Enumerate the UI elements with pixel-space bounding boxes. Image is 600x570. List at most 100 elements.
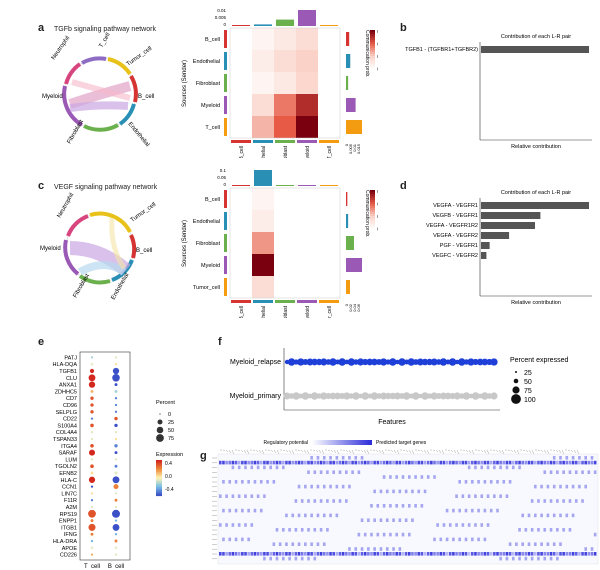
heatg-cell <box>259 508 263 513</box>
dot <box>114 444 118 448</box>
heatg-cell <box>300 460 304 465</box>
heatg-cell <box>294 552 298 556</box>
heatmap-col-label: Tumor_cell <box>327 306 333 318</box>
heatg-cell <box>480 494 484 498</box>
dotf-dot <box>380 392 388 400</box>
heatmap-legend-tick: 0.04 <box>377 202 378 207</box>
heatg-cell <box>574 460 578 465</box>
heatmap-cell <box>318 50 340 72</box>
heatmap-row-label: Fibroblast <box>196 241 221 247</box>
heatg-cell <box>552 460 556 465</box>
dot <box>90 492 94 495</box>
heatg-cell <box>288 552 291 556</box>
heatg-cell <box>493 465 496 470</box>
bar-chart-lr-vegf: Contribution of each L-R pair Relative co… <box>426 190 592 306</box>
panel-a-title: TGFb signaling pathway network <box>54 26 156 33</box>
heatg-cell <box>436 552 439 556</box>
heatg-cell <box>515 460 518 465</box>
heatmap-cell <box>296 28 318 50</box>
size-legend-label: 75 <box>168 436 174 442</box>
heatg-col-tick <box>396 449 400 455</box>
heatg-cell <box>351 470 354 474</box>
dotf-dot <box>490 392 498 400</box>
heatmap-legend-step <box>370 30 375 32</box>
heatg-col-tick <box>417 449 421 452</box>
dot <box>90 356 94 359</box>
panel-label-c: c <box>38 180 45 192</box>
heatg-cell <box>385 518 389 522</box>
heatmap-legend-step <box>370 214 375 216</box>
heatg-col-tick <box>576 449 580 455</box>
heatmap-legend-step <box>370 216 375 218</box>
heatg-cell <box>241 508 244 513</box>
heatmap-top-tick: 0 <box>223 22 226 27</box>
heatg-legend-bar <box>312 440 372 445</box>
heatg-col-tick <box>507 449 511 452</box>
heatg-cell <box>263 556 266 561</box>
heatg-cell <box>379 547 383 551</box>
heatg-cell <box>467 460 471 465</box>
heatg-cell <box>382 460 386 465</box>
gene-label: EFNB2 <box>59 471 77 477</box>
heatg-cell <box>430 552 433 556</box>
group-label: T_cell <box>84 564 100 568</box>
heatmap-legend-step <box>370 58 375 60</box>
heatg-cell <box>417 460 421 465</box>
dotf-row-label: Myeloid_primary <box>230 393 282 400</box>
heatg-cell <box>294 556 298 561</box>
heatg-cell <box>250 552 254 556</box>
heatg-cell <box>518 552 521 556</box>
heatmap-top-bar <box>276 185 294 186</box>
dot <box>114 451 118 455</box>
heatg-cell <box>455 494 458 498</box>
heatg-cell <box>392 460 395 465</box>
heatg-cell <box>341 456 345 460</box>
heatg-col-tick <box>255 449 259 453</box>
color-legend-step <box>156 491 162 494</box>
heatmap-col-color <box>319 140 339 143</box>
heatg-cell <box>493 552 496 556</box>
heatg-cell <box>307 552 310 556</box>
heatmap-row-label: Fibroblast <box>196 81 221 87</box>
heatg-cell <box>367 518 370 522</box>
dot <box>90 546 94 549</box>
heatmap-frame <box>229 187 341 299</box>
heatg-cell <box>552 484 556 489</box>
heatg-col-tick <box>336 449 340 455</box>
heatmap-legend-title: Communication prob. <box>364 190 370 238</box>
size-legend-dot <box>159 413 161 415</box>
heatmap-cell <box>252 276 274 298</box>
heatg-cell <box>247 460 250 465</box>
heatmap-cell <box>274 116 296 138</box>
heatmap-frame <box>229 27 341 139</box>
color-legend-step <box>156 493 162 495</box>
heatg-cell <box>414 475 417 479</box>
heatg-cell <box>310 542 313 546</box>
heatg-cell <box>351 552 354 556</box>
heatmap-legend-step <box>370 64 375 66</box>
heatmap-legend-step <box>370 60 375 62</box>
dotf-dot <box>393 392 401 400</box>
heatmap-legend-step <box>370 228 375 230</box>
heatg-col-tick <box>282 449 286 452</box>
heatg-col-tick <box>522 449 526 452</box>
heatg-cell <box>537 556 540 561</box>
dotf-dot <box>481 358 489 366</box>
heatg-cell <box>543 460 547 465</box>
heatg-cell <box>471 537 474 542</box>
heatmap-legend-tick: 0 <box>377 67 378 72</box>
heatg-cell <box>578 552 581 556</box>
heatmap-top-bar <box>320 185 338 186</box>
heatg-cell <box>445 537 449 542</box>
heatg-col-tick <box>321 449 325 455</box>
dotf-dot <box>430 392 438 400</box>
color-legend-step <box>156 470 162 473</box>
heatg-col-tick <box>405 449 409 453</box>
heatg-cell <box>477 508 480 513</box>
heatg-cell <box>499 552 502 556</box>
heatmap-row-color <box>224 212 227 230</box>
heatg-cell <box>398 489 402 494</box>
heatg-cell <box>367 552 370 556</box>
bar-chart-xlabel: Relative contribution <box>511 144 561 150</box>
bar <box>481 242 490 249</box>
